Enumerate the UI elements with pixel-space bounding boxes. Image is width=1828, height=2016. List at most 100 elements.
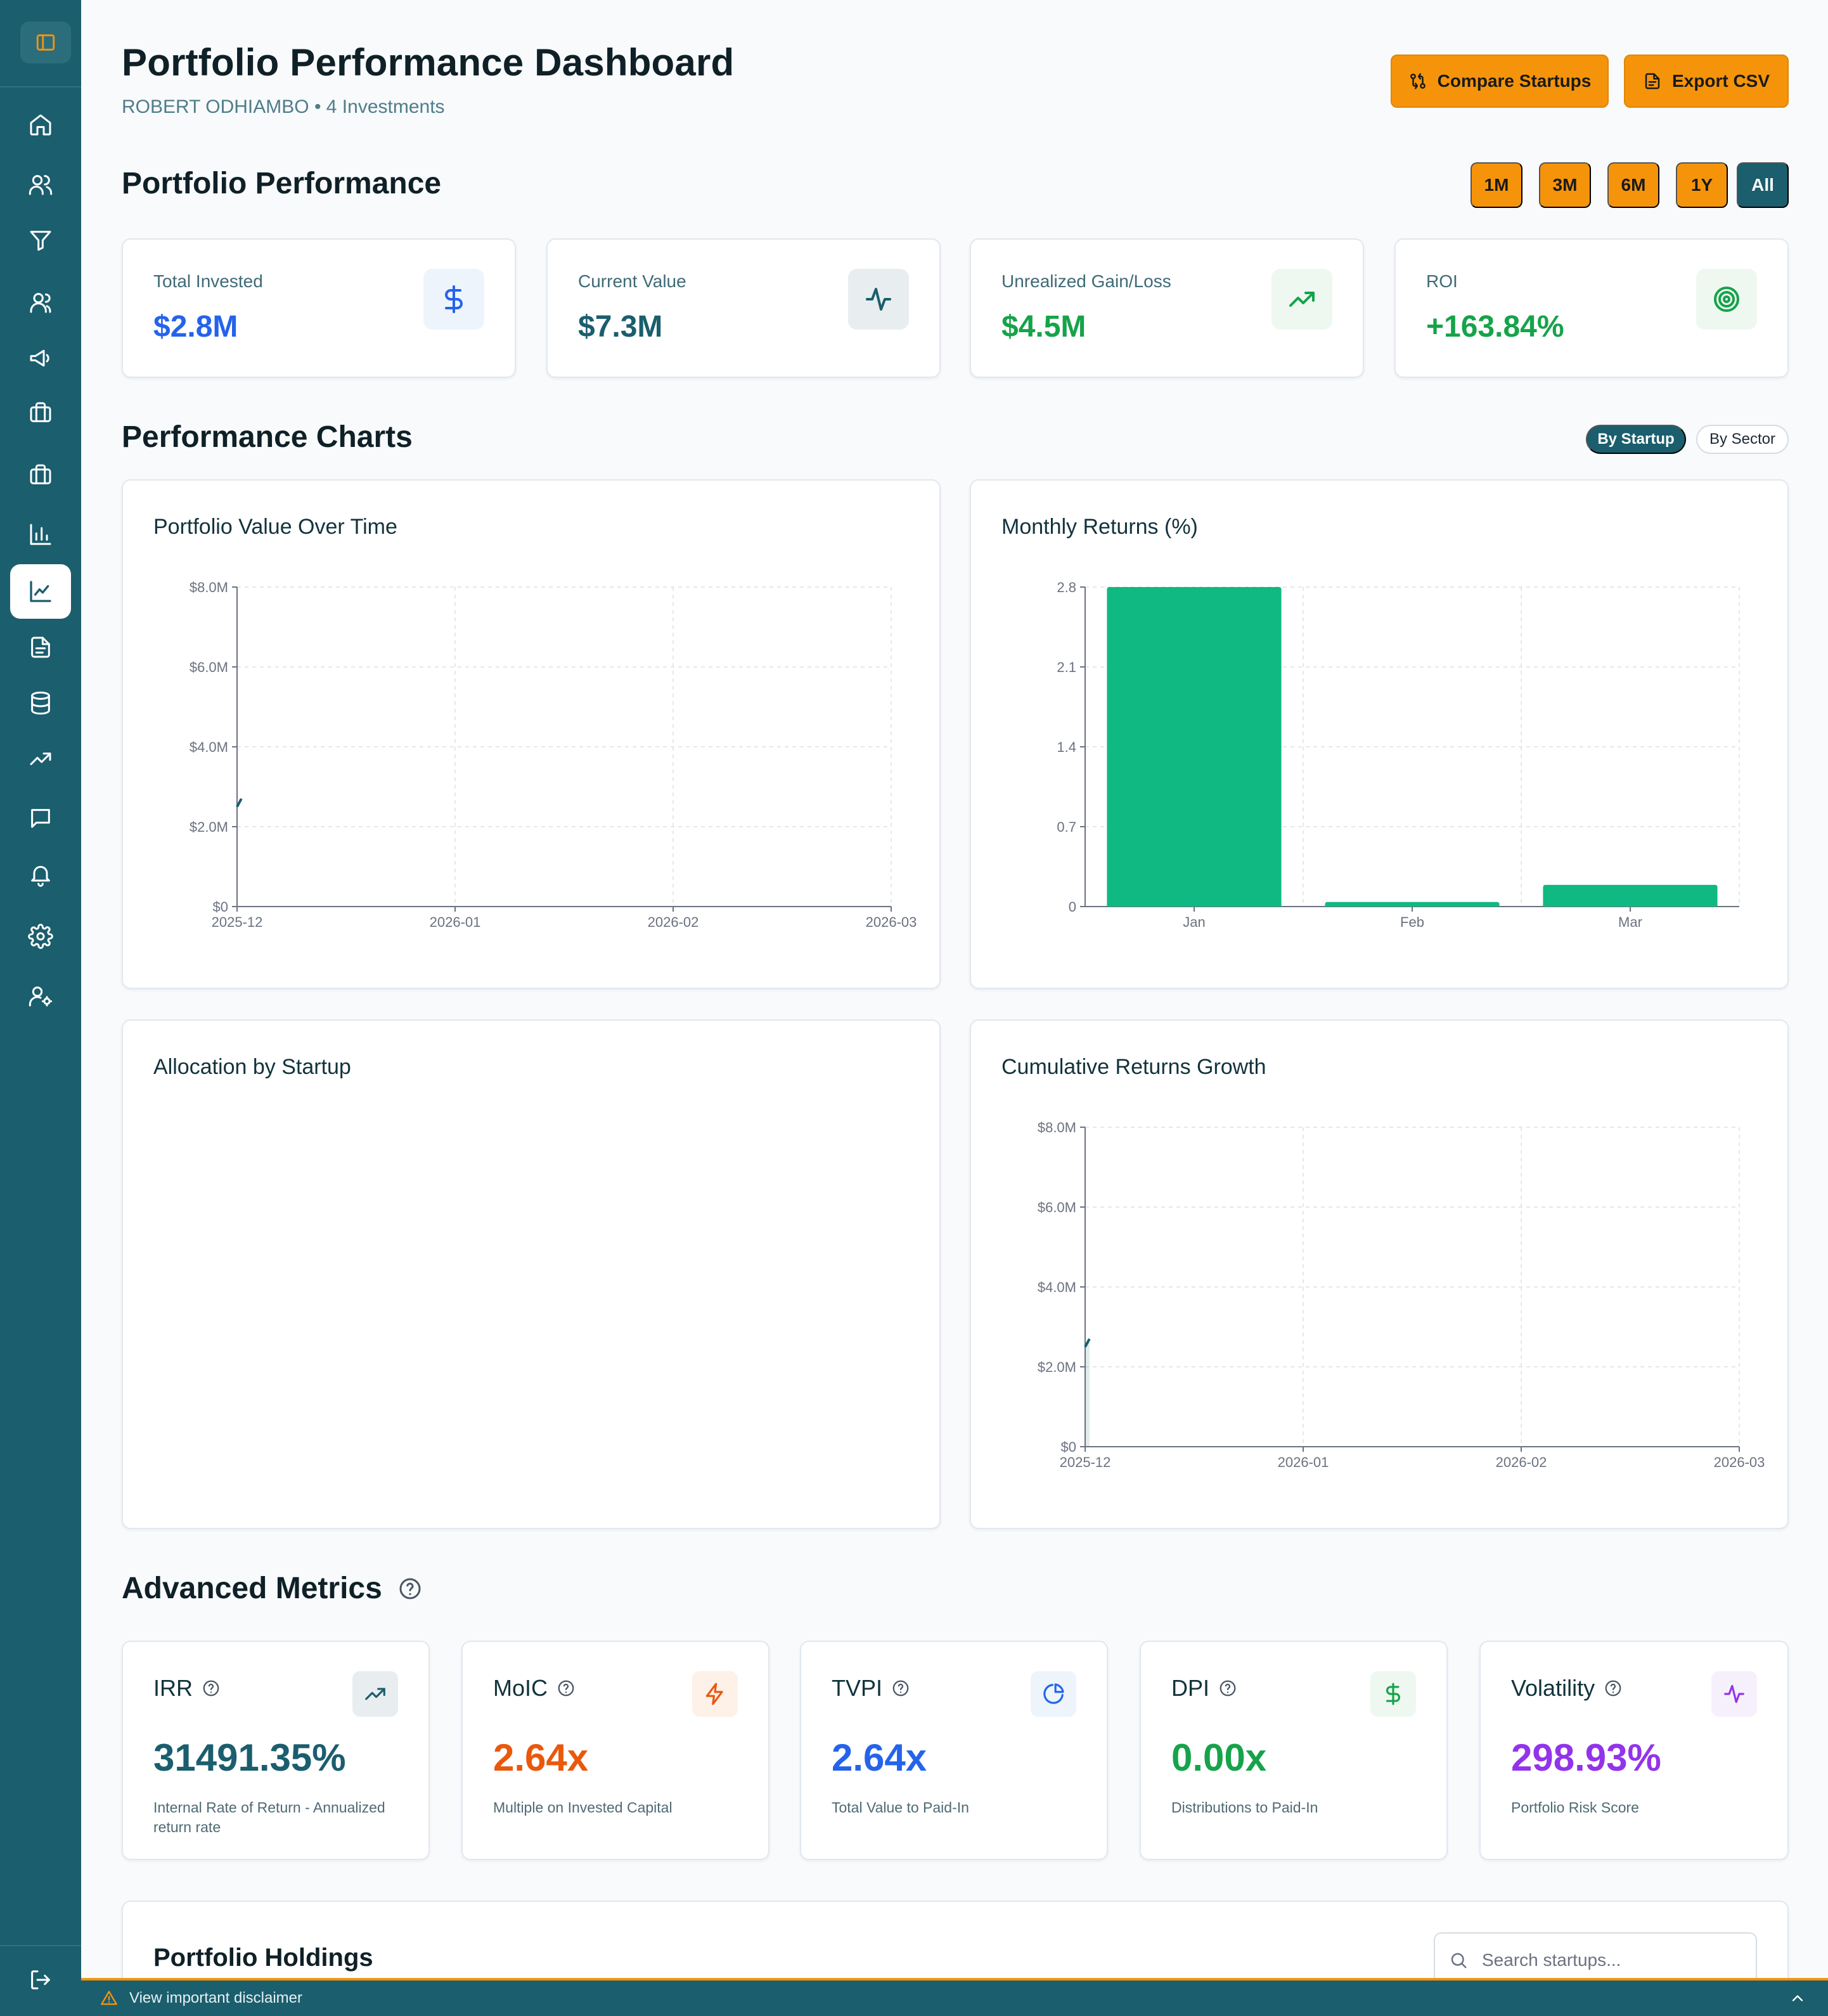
sidebar-item-home[interactable] — [10, 98, 71, 152]
y-tick-label: $6.0M — [190, 659, 228, 675]
period-1y-button[interactable]: 1Y — [1676, 162, 1728, 208]
metric-label: Volatility — [1511, 1675, 1595, 1701]
metric-label-row: DPI — [1171, 1675, 1237, 1702]
bar — [1543, 884, 1718, 907]
x-tick-label: 2026-03 — [1714, 1454, 1765, 1470]
by-startup-toggle[interactable]: By Startup — [1586, 425, 1686, 454]
y-tick-label: 2.8 — [1057, 579, 1076, 595]
x-tick-label: 2026-01 — [1278, 1454, 1329, 1470]
metric-description: Distributions to Paid-In — [1171, 1799, 1318, 1816]
search-startups-input[interactable] — [1482, 1950, 1735, 1970]
metric-label: DPI — [1171, 1675, 1210, 1701]
sidebar-item-messages[interactable] — [10, 791, 71, 846]
x-tick-label: 2025-12 — [1060, 1454, 1111, 1470]
monthly-returns-bar-chart: 0 0.7 1.4 2.1 2.8 Jan Feb Mar — [1057, 579, 1740, 930]
sidebar-item-analytics[interactable] — [10, 507, 71, 562]
trending-up-icon — [30, 753, 51, 765]
sidebar-item-filter[interactable] — [10, 213, 71, 268]
trending-up-icon — [1289, 292, 1315, 307]
kpi-card-unrealized-gain: Unrealized Gain/Loss $4.5M — [970, 238, 1364, 378]
sidebar-bottom-divider — [0, 1945, 81, 1946]
disclaimer-bar[interactable]: View important disclaimer — [81, 1978, 1828, 2016]
kpi-label: Unrealized Gain/Loss — [1001, 271, 1171, 291]
page-title: Portfolio Performance Dashboard — [122, 41, 735, 84]
git-compare-icon — [1410, 73, 1426, 89]
kpi-value: $2.8M — [153, 310, 238, 344]
metric-card-tvpi: TVPI 2.64x Total Value to Paid-In — [800, 1641, 1108, 1860]
y-tick-label: 1.4 — [1057, 739, 1076, 755]
file-text-icon — [1645, 73, 1660, 89]
kpi-icon-box — [1271, 269, 1332, 330]
help-circle-icon[interactable] — [397, 1576, 423, 1601]
chevron-up-icon[interactable] — [1789, 1989, 1806, 2007]
kpi-icon-box — [423, 269, 484, 330]
sidebar-toggle-button[interactable] — [20, 22, 71, 63]
user-group-icon — [30, 293, 51, 313]
dollar-icon — [1386, 1683, 1400, 1705]
chart-card-cumulative-returns: Cumulative Returns Growth $0 $2.0M $4.0M $6… — [970, 1019, 1789, 1529]
sidebar-item-data[interactable] — [10, 676, 71, 730]
sidebar-item-notifications[interactable] — [10, 847, 71, 901]
period-6m-button[interactable]: 6M — [1607, 162, 1659, 208]
export-csv-button[interactable]: Export CSV — [1624, 55, 1789, 108]
compare-startups-label: Compare Startups — [1437, 71, 1592, 91]
metric-description: Portfolio Risk Score — [1511, 1799, 1639, 1816]
chart-title: Cumulative Returns Growth — [1001, 1055, 1266, 1079]
metric-value: 298.93% — [1511, 1736, 1661, 1779]
sidebar-item-deals[interactable] — [10, 448, 71, 502]
y-tick-label: $2.0M — [190, 819, 228, 835]
period-all-button[interactable]: All — [1737, 162, 1789, 208]
kpi-card-roi: ROI +163.84% — [1394, 238, 1789, 378]
y-tick-label: $4.0M — [190, 739, 228, 755]
users-icon — [29, 175, 53, 195]
chart-card-portfolio-value: Portfolio Value Over Time $0 $2.0M $4.0M $6… — [122, 479, 941, 989]
sidebar-item-investors[interactable] — [10, 275, 71, 330]
document-icon — [31, 636, 50, 658]
help-circle-icon[interactable] — [1604, 1679, 1623, 1698]
performance-charts-title: Performance Charts — [122, 420, 413, 454]
sidebar-item-campaigns[interactable] — [10, 331, 71, 385]
metric-icon-box — [1031, 1671, 1076, 1717]
sidebar-logout-button[interactable] — [10, 1953, 71, 2007]
metric-value: 31491.35% — [153, 1736, 346, 1779]
portfolio-performance-title: Portfolio Performance — [122, 167, 442, 200]
x-tick-label: 2026-02 — [1496, 1454, 1547, 1470]
disclaimer-text: View important disclaimer — [129, 1989, 302, 2006]
help-circle-icon[interactable] — [891, 1679, 910, 1698]
kpi-value: $7.3M — [578, 310, 663, 344]
pie-chart-icon — [1043, 1683, 1064, 1704]
chart-card-monthly-returns: Monthly Returns (%) 0 0.7 1.4 2.1 2.8 Jan Feb M… — [970, 479, 1789, 989]
by-sector-toggle[interactable]: By Sector — [1696, 425, 1789, 454]
sidebar-item-performance[interactable] — [10, 564, 71, 619]
period-3m-button[interactable]: 3M — [1539, 162, 1591, 208]
sidebar-item-portfolio[interactable] — [10, 385, 71, 440]
bar — [1107, 587, 1282, 907]
megaphone-icon — [30, 349, 49, 367]
series-area — [1085, 1338, 1090, 1447]
sidebar-item-account[interactable] — [10, 969, 71, 1023]
compare-startups-button[interactable]: Compare Startups — [1391, 55, 1609, 108]
metric-card-moic: MoIC 2.64x Multiple on Invested Capital — [461, 1641, 769, 1860]
help-circle-icon[interactable] — [1218, 1679, 1237, 1698]
sidebar-item-users[interactable] — [10, 157, 71, 212]
help-circle-icon[interactable] — [557, 1679, 576, 1698]
sidebar-item-settings[interactable] — [10, 909, 71, 964]
metric-icon-box — [1711, 1671, 1757, 1717]
help-circle-icon[interactable] — [202, 1679, 221, 1698]
kpi-value: $4.5M — [1001, 310, 1086, 344]
x-tick-label: 2026-02 — [648, 914, 699, 930]
x-tick-label: Jan — [1183, 914, 1205, 930]
metric-label: MoIC — [493, 1675, 548, 1701]
portfolio-value-line-chart: $0 $2.0M $4.0M $6.0M $8.0M 2025-12 2026-01 2026… — [190, 579, 917, 930]
metric-label-row: TVPI — [832, 1675, 910, 1702]
sidebar-item-documents[interactable] — [10, 620, 71, 675]
y-tick-label: $8.0M — [190, 579, 228, 595]
kpi-label: Current Value — [578, 271, 686, 291]
metric-description: Multiple on Invested Capital — [493, 1799, 673, 1816]
advanced-metrics-header: Advanced Metrics — [122, 1571, 423, 1606]
chart-card-allocation: Allocation by Startup — [122, 1019, 941, 1529]
kpi-value: +163.84% — [1426, 310, 1564, 344]
period-1m-button[interactable]: 1M — [1471, 162, 1522, 208]
sidebar-item-trends[interactable] — [10, 732, 71, 786]
y-tick-label: $0 — [213, 899, 228, 915]
